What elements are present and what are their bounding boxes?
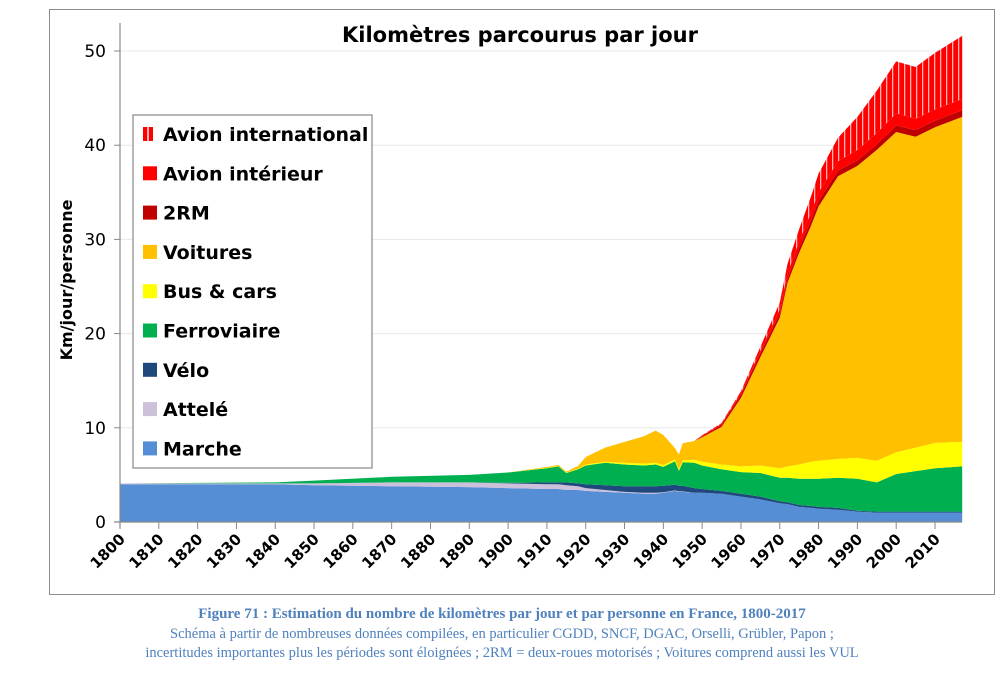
legend-swatch: [143, 323, 157, 338]
x-tick-label: 1820: [164, 530, 206, 572]
x-tick-label: 1840: [242, 530, 284, 572]
area-bus-cars: [120, 441, 963, 484]
x-tick-label: 1930: [591, 530, 633, 572]
legend-label: Voitures: [163, 242, 252, 264]
x-tick-label: 1970: [746, 530, 788, 572]
legend-swatch: [143, 205, 157, 220]
caption-line-1: Schéma à partir de nombreuses données co…: [170, 626, 834, 642]
legend-item-2rm: 2RM: [143, 203, 210, 225]
legend-item-marche: Marche: [143, 438, 242, 460]
x-tick-label: 1990: [824, 530, 866, 572]
legend-item-ferroviaire: Ferroviaire: [143, 321, 280, 343]
legend-swatch: [143, 284, 157, 299]
x-tick-label: 1880: [397, 530, 439, 572]
caption-line-2: incertitudes importantes plus les périod…: [145, 645, 859, 661]
x-tick-label: 1830: [203, 530, 245, 572]
y-tick-label: 10: [84, 419, 106, 439]
legend-label: Vélo: [163, 360, 209, 382]
legend-item-avion-int-rieur: Avion intérieur: [143, 163, 323, 185]
x-tick-label: 1910: [513, 530, 555, 572]
legend-swatch: [143, 441, 157, 456]
legend-label: Attelé: [163, 399, 228, 421]
legend-swatch: [143, 166, 157, 181]
x-tick-label: 1890: [436, 530, 478, 572]
x-tick-label: 1950: [669, 530, 711, 572]
legend-swatch-stripe: [147, 127, 149, 141]
legend-swatch: [143, 244, 157, 259]
x-tick-label: 1870: [358, 530, 400, 572]
x-tick-label: 1850: [281, 530, 323, 572]
y-tick-label: 0: [95, 513, 106, 533]
legend-label: Ferroviaire: [163, 321, 280, 343]
y-tick-label: 40: [84, 136, 106, 156]
y-tick-label: 30: [84, 230, 106, 250]
legend-item-v-lo: Vélo: [143, 360, 209, 382]
x-tick-label: 1960: [708, 530, 750, 572]
legend-label: Avion intérieur: [163, 163, 323, 185]
legend: Avion international Avion intérieur 2RM Voi…: [132, 114, 373, 469]
legend-swatch: [143, 127, 147, 141]
legend-item-attel-: Attelé: [143, 399, 228, 421]
x-tick-label: 1860: [319, 530, 361, 572]
x-tick-label: 2000: [863, 530, 905, 572]
y-tick-label: 20: [84, 325, 106, 345]
legend-item-bus-cars: Bus & cars: [143, 281, 277, 303]
x-tick-label: 2010: [902, 530, 944, 572]
legend-swatch: [149, 127, 153, 141]
area-attel-: [120, 482, 963, 513]
area-marche: [120, 484, 963, 522]
chart-title: Kilomètres parcourus par jour: [342, 23, 699, 47]
area-ferroviaire: [120, 461, 963, 512]
legend-box: [132, 114, 373, 469]
legend-label: Bus & cars: [163, 281, 277, 303]
area-voitures: [120, 116, 963, 484]
legend-label: Marche: [163, 438, 242, 460]
x-tick-label: 1940: [630, 530, 672, 572]
legend-item-voitures: Voitures: [143, 242, 252, 264]
x-tick-label: 1900: [475, 530, 517, 572]
legend-label: 2RM: [163, 203, 210, 225]
y-axis-label: Km/jour/personne: [57, 199, 76, 360]
figure-caption-notes: Schéma à partir de nombreuses données co…: [0, 625, 1004, 663]
legend-swatch: [143, 402, 157, 417]
legend-label: Avion international: [163, 124, 368, 146]
area-2rm: [120, 110, 963, 484]
area-avion-int-rieur: [120, 99, 963, 484]
y-tick-label: 50: [84, 42, 106, 62]
x-tick-label: 1810: [125, 530, 167, 572]
legend-item-avion-international: Avion international: [143, 124, 368, 146]
x-tick-label: 1980: [785, 530, 827, 572]
legend-swatch: [143, 362, 157, 377]
stacked-area-chart: 1800181018201830184018501860187018801890…: [57, 23, 963, 572]
x-tick-label: 1920: [552, 530, 594, 572]
x-tick-label: 1800: [87, 530, 129, 572]
figure-caption-title: Figure 71 : Estimation du nombre de kilo…: [198, 606, 806, 622]
